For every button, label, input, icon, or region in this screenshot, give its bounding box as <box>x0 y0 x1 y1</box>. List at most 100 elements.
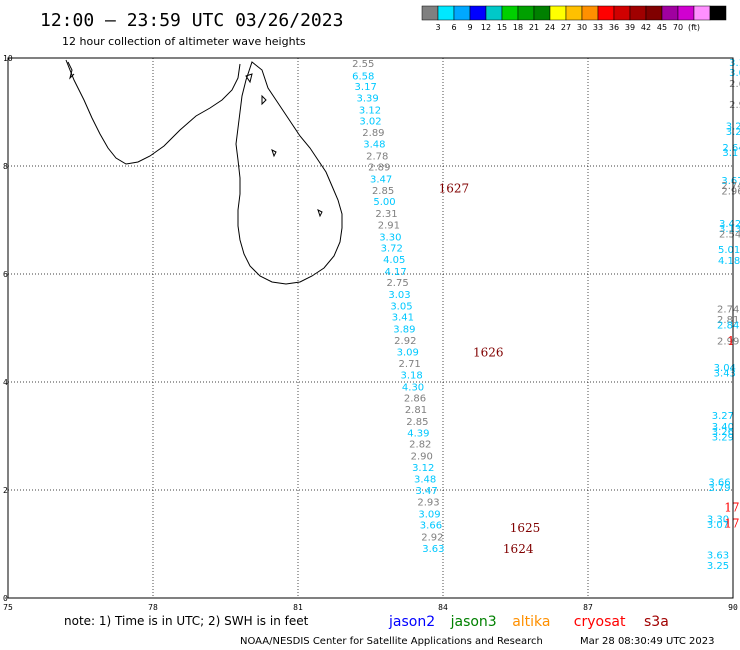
axis-ticks: 75 78 81 84 87 90 0 2 4 6 8 10 <box>3 54 738 612</box>
wave-height-value: 3.12 <box>412 463 434 474</box>
wave-height-value: 3.79 <box>708 483 730 494</box>
wave-height-value: 2.78 <box>366 151 388 162</box>
wave-height-value: 3.30 <box>379 232 401 243</box>
wave-height-value: 3.04 <box>714 363 736 374</box>
colorbar-tick-label: 70 <box>673 23 683 32</box>
island-outline <box>245 73 253 84</box>
x-tick-label: 78 <box>148 603 158 612</box>
wave-height-value: 2.81 <box>717 315 739 326</box>
wave-height-value: 3.43 <box>714 368 736 379</box>
satellite-legend-item: jason2 <box>388 614 435 630</box>
wave-height-value: 2.85 <box>372 186 394 197</box>
wave-height-value: 3.17 <box>355 82 377 93</box>
wave-height-value: 3.89 <box>393 325 415 336</box>
wave-height-value: 3.72 <box>381 244 403 255</box>
wave-height-value: 2.82 <box>409 440 431 451</box>
y-tick-label: 8 <box>3 162 8 171</box>
colorbar-tick-label: 3 <box>435 23 440 32</box>
wave-height-value: 2.54 <box>719 230 740 241</box>
y-tick-label: 4 <box>3 378 8 387</box>
colorbar-swatch <box>437 5 455 21</box>
y-tick-label: 2 <box>3 486 8 495</box>
wave-height-value: 2.99 <box>717 337 739 348</box>
x-tick-label: 90 <box>728 603 738 612</box>
wave-height-value: 3.1 <box>722 148 738 159</box>
wave-height-value: 3.07 <box>707 520 729 531</box>
wave-height-value: 2.91 <box>378 220 400 231</box>
map-title: 12:00 – 23:59 UTC 03/26/2023 <box>40 10 343 31</box>
colorbar-swatch <box>597 5 615 21</box>
wave-height-value: 5.00 <box>373 197 395 208</box>
wave-height-value: 3.18 <box>400 371 422 382</box>
wave-height-value: 2.89 <box>362 128 384 139</box>
x-tick-label: 87 <box>583 603 593 612</box>
wave-height-value: 3.30 <box>707 515 729 526</box>
wave-height-value: 3.40 <box>712 422 734 433</box>
wave-height-value: 3.47 <box>415 486 437 497</box>
x-tick-label: 75 <box>3 603 13 612</box>
wave-height-values: 2.556.583.173.393.123.022.893.482.782.89… <box>352 58 740 572</box>
colorbar-tick-label: 6 <box>451 23 456 32</box>
colorbar-tick-label: 36 <box>609 23 619 32</box>
x-tick-label: 84 <box>438 603 448 612</box>
island-outline <box>271 149 277 158</box>
wave-height-value: 3.05 <box>390 301 412 312</box>
generated-timestamp: Mar 28 08:30:49 UTC 2023 <box>580 636 715 647</box>
colorbar-swatch <box>645 5 663 21</box>
colorbar-tick-label: 9 <box>467 23 472 32</box>
wave-height-value: 2.89 <box>368 163 390 174</box>
sri-lanka-coastline <box>235 61 343 285</box>
credit-text: NOAA/NESDIS Center for Satellite Applica… <box>240 636 543 647</box>
wave-height-value: 3.48 <box>414 475 436 486</box>
colorbar-tick-label: 42 <box>641 23 651 32</box>
wave-height-value: 2.71 <box>399 359 421 370</box>
wave-height-value: 3.67 <box>721 176 740 187</box>
pass-time-label: 1625 <box>510 521 541 535</box>
wave-height-value: 3.03 <box>388 290 410 301</box>
colorbar-swatch <box>661 5 679 21</box>
wave-height-value: 3.66 <box>420 521 442 532</box>
wave-height-value: 3.1 <box>729 58 740 69</box>
colorbar-swatch <box>533 5 551 21</box>
wave-height-value: 3.02 <box>359 117 381 128</box>
wave-height-value: 3.66 <box>708 477 730 488</box>
wave-height-value: 3.09 <box>418 509 440 520</box>
island-outline <box>261 94 267 106</box>
colorbar-swatch <box>709 5 727 21</box>
wave-height-value: 4.18 <box>718 256 740 267</box>
wave-height-value: 6.58 <box>352 71 374 82</box>
wave-height-value: 2.55 <box>352 59 374 70</box>
wave-height-value: 5.01 <box>718 245 740 256</box>
wave-height-value: 3.39 <box>356 94 378 105</box>
island-outline <box>317 209 323 218</box>
colorbar-swatch <box>501 5 519 21</box>
satellite-legend-item: cryosat <box>574 614 626 630</box>
colorbar-tick-label: 18 <box>513 23 523 32</box>
colorbar-swatch <box>453 5 471 21</box>
wave-height-value: 3.48 <box>363 139 385 150</box>
pass-time-label: 1626 <box>473 345 504 359</box>
colorbar-swatch <box>629 5 647 21</box>
pass-time-label: 1 <box>727 334 735 348</box>
colorbar-swatch <box>485 5 503 21</box>
map-background <box>8 58 733 598</box>
y-tick-label: 6 <box>3 270 8 279</box>
colorbar-swatch <box>421 5 439 21</box>
colorbar-swatch <box>693 5 711 21</box>
wave-height-value: 2.84 <box>717 320 739 331</box>
wave-height-value: 2.92 <box>394 336 416 347</box>
y-tick-label: 0 <box>3 594 8 603</box>
wave-height-value: 2.96 <box>721 186 740 197</box>
wave-height-value: 3.0 <box>729 68 740 79</box>
wave-height-value: 2.75 <box>386 278 408 289</box>
colorbar-swatch <box>581 5 599 21</box>
colorbar-swatch <box>613 5 631 21</box>
pass-time-labels: 1627 1626 1625 1624 1 171 171 <box>439 182 740 556</box>
colorbar-tick-label: 21 <box>529 23 539 32</box>
wave-height-value: 4.30 <box>402 382 424 393</box>
map-frame <box>7 57 734 599</box>
colorbar-tick-label: (ft) <box>688 23 700 32</box>
wave-height-value: 2.64 <box>722 143 740 154</box>
satellite-legend: jason2 jason3 altika cryosat s3a <box>388 614 669 630</box>
